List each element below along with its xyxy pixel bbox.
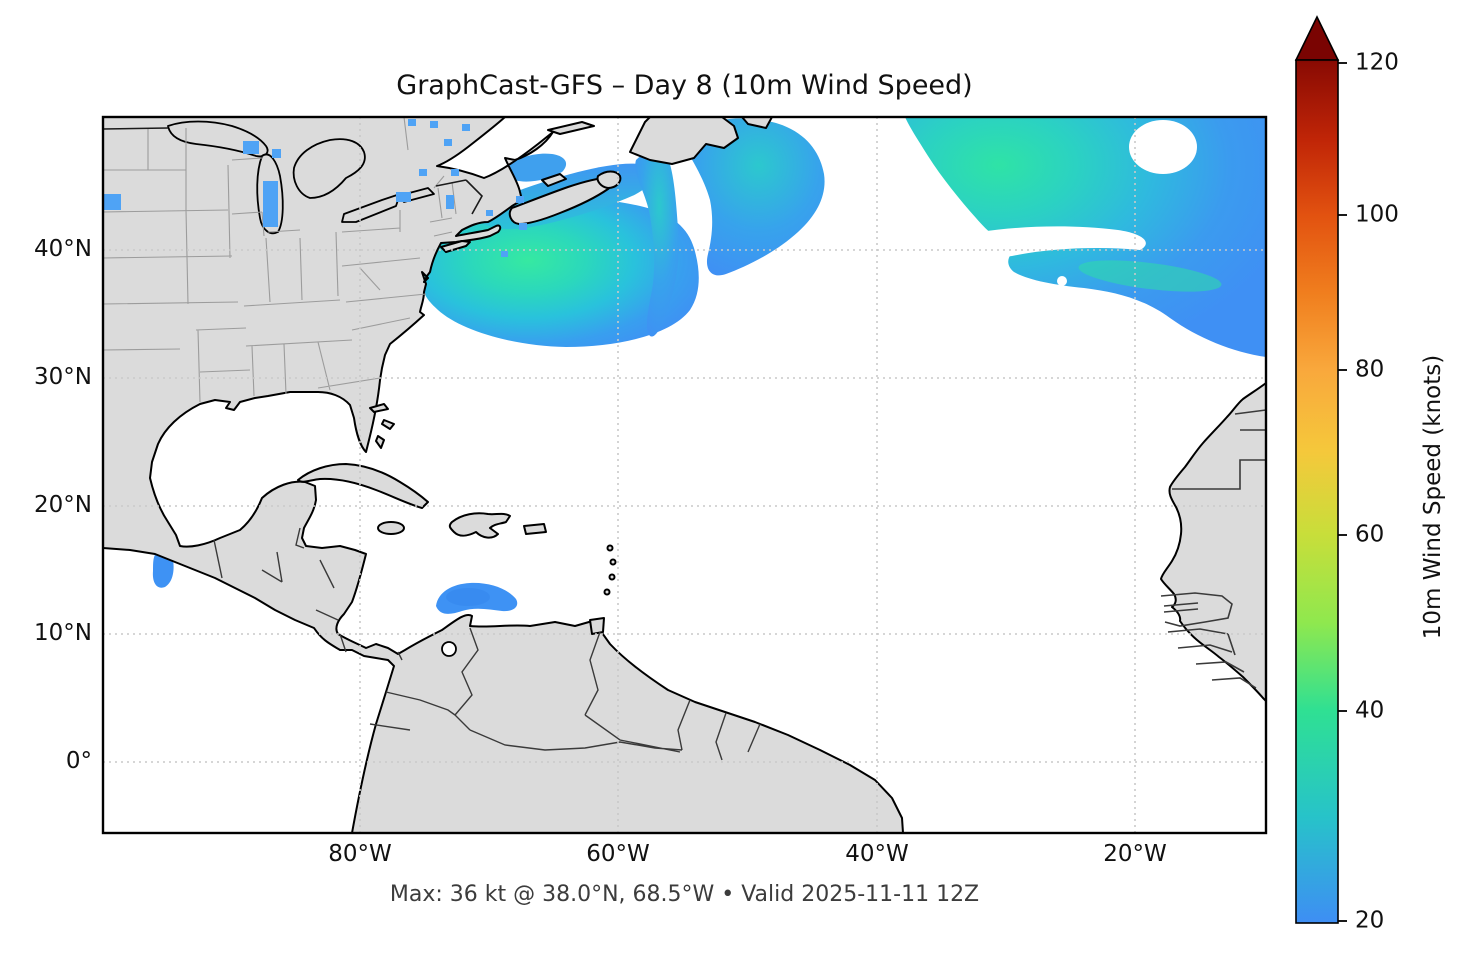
island-jamaica [377, 521, 405, 535]
x-tick-60w: 60°W [586, 841, 650, 867]
graticule [103, 117, 1266, 833]
island-antilles-3 [608, 573, 616, 581]
island-bahamas-3 [375, 435, 385, 449]
lake-maracaibo [441, 641, 457, 657]
island-hispaniola [448, 512, 511, 539]
island-antilles-1 [606, 544, 614, 552]
y-tick-0: 0° [65, 747, 92, 774]
cb-tick-40: 40 [1355, 697, 1385, 724]
wind-band-stem [635, 149, 679, 337]
wind-hole-ellipse [1129, 120, 1197, 174]
island-trinidad [589, 617, 605, 635]
state-borders [103, 117, 457, 403]
y-tick-40n: 40°N [34, 235, 92, 262]
island-antilles-2 [609, 558, 617, 566]
island-bahamas-2 [381, 419, 395, 430]
wind-layer [152, 117, 1266, 614]
lake-erie [341, 193, 401, 223]
caption: Max: 36 kt @ 38.0°N, 68.5°W • Valid 2025… [389, 882, 980, 907]
plot-title: GraphCast-GFS – Day 8 (10m Wind Speed) [396, 70, 973, 101]
landmass-newfoundland [629, 117, 739, 165]
wind-blob-caribbean-core [446, 588, 490, 606]
landmass-pei [541, 173, 567, 187]
lake-huron [292, 138, 366, 199]
y-tick-10n: 10°N [34, 619, 92, 646]
colorbar-gradient [1295, 59, 1339, 924]
inland-wind-pixels [103, 119, 527, 257]
y-tick-30n: 30°N [34, 363, 92, 390]
canada-us-border [103, 127, 483, 215]
lake-outlines [167, 120, 435, 235]
landmass-anticosti [547, 121, 595, 135]
x-tick-80w: 80°W [328, 841, 392, 867]
island-bahamas-1 [369, 403, 389, 413]
cb-tick-120: 120 [1355, 49, 1399, 76]
landmass-newfoundland-east [741, 117, 773, 129]
wind-arm-streak [1078, 260, 1222, 292]
island-puerto-rico [523, 523, 547, 535]
wind-hole-wedge [979, 226, 1146, 257]
wind-comma-newfoundland [678, 118, 825, 276]
colorbar-extend-arrow [1294, 15, 1340, 61]
colorbar-axis-label: 10m Wind Speed (knots) [1420, 354, 1446, 640]
wind-hole-dot [1057, 276, 1067, 286]
x-tick-20w: 20°W [1103, 841, 1167, 867]
country-borders-africa [1160, 409, 1266, 689]
country-borders-americas [213, 527, 761, 761]
cb-tick-100: 100 [1355, 201, 1399, 228]
landmass-americas [103, 117, 904, 833]
cb-tick-60: 60 [1355, 521, 1385, 548]
lake-superior [167, 120, 269, 158]
island-cuba [297, 463, 429, 509]
landmass-cape-breton [596, 170, 622, 189]
colorbar-ticks [1338, 62, 1347, 922]
cb-tick-80: 80 [1355, 356, 1385, 383]
cb-tick-20: 20 [1355, 907, 1385, 934]
y-tick-20n: 20°N [34, 491, 92, 518]
wind-patch-gulf-st-lawrence [504, 153, 567, 182]
plot-frame [101, 115, 1268, 835]
colorbar [1294, 15, 1347, 924]
island-antilles-4 [603, 588, 611, 596]
landmass-long-island [440, 240, 471, 253]
x-tick-40w: 40°W [845, 841, 909, 867]
